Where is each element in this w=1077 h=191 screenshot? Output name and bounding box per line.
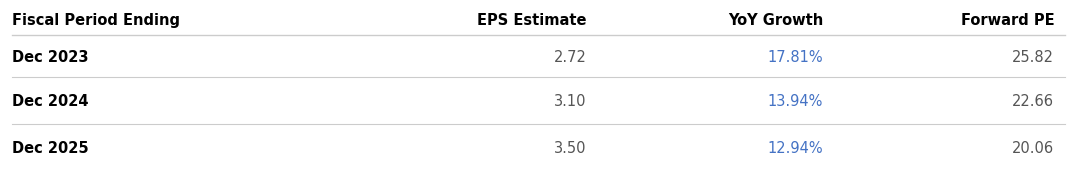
- Text: 25.82: 25.82: [1012, 50, 1054, 65]
- Text: Fiscal Period Ending: Fiscal Period Ending: [12, 13, 180, 28]
- Text: EPS Estimate: EPS Estimate: [477, 13, 587, 28]
- Text: Dec 2023: Dec 2023: [12, 50, 88, 65]
- Text: 3.10: 3.10: [555, 94, 587, 109]
- Text: YoY Growth: YoY Growth: [728, 13, 823, 28]
- Text: 20.06: 20.06: [1012, 141, 1054, 156]
- Text: 22.66: 22.66: [1012, 94, 1054, 109]
- Text: 2.72: 2.72: [554, 50, 587, 65]
- Text: Forward PE: Forward PE: [961, 13, 1054, 28]
- Text: 13.94%: 13.94%: [768, 94, 823, 109]
- Text: Dec 2025: Dec 2025: [12, 141, 88, 156]
- Text: 3.50: 3.50: [555, 141, 587, 156]
- Text: 17.81%: 17.81%: [768, 50, 823, 65]
- Text: 12.94%: 12.94%: [768, 141, 823, 156]
- Text: Dec 2024: Dec 2024: [12, 94, 88, 109]
